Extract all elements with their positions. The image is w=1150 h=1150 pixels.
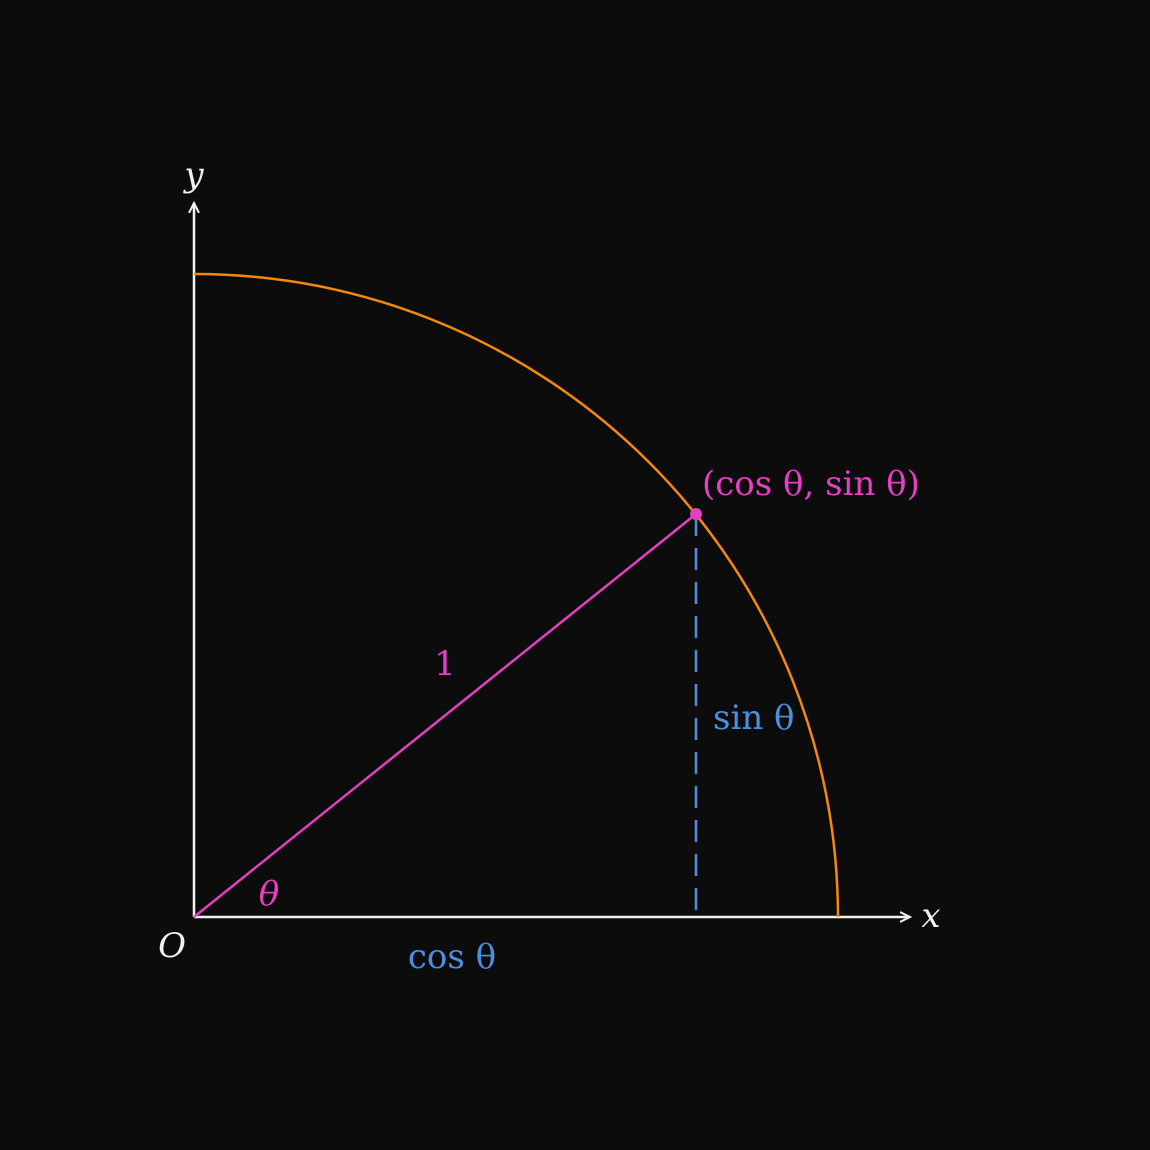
unit-circle-arc: [193, 272, 840, 918]
point-label: (cos θ, sin θ): [702, 464, 920, 504]
y-axis-label: y: [182, 155, 204, 195]
radius-line: [193, 513, 697, 918]
x-axis-label: x: [921, 896, 940, 936]
origin-label: O: [158, 926, 186, 966]
point-marker: [690, 508, 702, 520]
cosine-label: cos θ: [408, 937, 496, 977]
sine-label: sin θ: [713, 698, 795, 738]
radius-label: 1: [434, 644, 456, 684]
angle-label: θ: [259, 874, 279, 914]
